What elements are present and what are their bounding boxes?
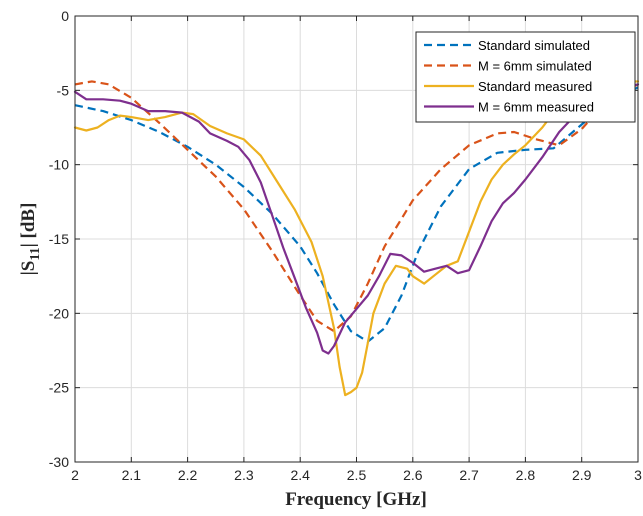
x-tick-label: 2 bbox=[71, 467, 79, 483]
y-tick-label: -5 bbox=[57, 82, 70, 98]
y-tick-label: 0 bbox=[61, 8, 69, 24]
series-line-3 bbox=[73, 80, 640, 397]
x-tick-label: 2.3 bbox=[234, 467, 254, 483]
legend-label: M = 6mm simulated bbox=[478, 59, 592, 74]
x-tick-label: 2.8 bbox=[516, 467, 536, 483]
y-axis-title-sub: 11 bbox=[28, 247, 43, 260]
y-tick-label: -25 bbox=[49, 380, 69, 396]
y-axis-title: |S11| [dB] bbox=[18, 203, 43, 276]
x-tick-label: 2.7 bbox=[459, 467, 479, 483]
series-line-4 bbox=[73, 83, 640, 355]
x-axis-title: Frequency [GHz] bbox=[285, 489, 427, 510]
x-tick-label: 2.6 bbox=[403, 467, 423, 483]
y-tick-label: -15 bbox=[49, 231, 69, 247]
y-axis-title-main: |S bbox=[18, 261, 39, 276]
x-tick-label: 2.1 bbox=[122, 467, 142, 483]
series-layer bbox=[73, 80, 640, 397]
x-tick-label: 2.2 bbox=[178, 467, 198, 483]
x-tick-label: 3 bbox=[634, 467, 642, 483]
x-tick-label: 2.4 bbox=[290, 467, 310, 483]
legend-label: M = 6mm measured bbox=[478, 100, 594, 115]
legend-label: Standard simulated bbox=[478, 38, 590, 53]
legend-label: Standard measured bbox=[478, 79, 592, 94]
y-tick-label: -20 bbox=[49, 305, 69, 321]
x-tick-label: 2.9 bbox=[572, 467, 592, 483]
x-tick-label: 2.5 bbox=[347, 467, 367, 483]
series-line-1 bbox=[74, 86, 639, 343]
y-tick-label: -10 bbox=[49, 157, 69, 173]
y-tick-label: -30 bbox=[49, 454, 69, 470]
legend: Standard simulated M = 6mm simulated Stand… bbox=[415, 31, 636, 123]
y-axis-title-tail: | [dB] bbox=[18, 203, 39, 248]
ticks: 2 2.1 2.2 2.3 2.4 2.5 2.6 2.7 2.8 2.9 3 0 -5 -10 -15 -2… bbox=[49, 8, 642, 483]
